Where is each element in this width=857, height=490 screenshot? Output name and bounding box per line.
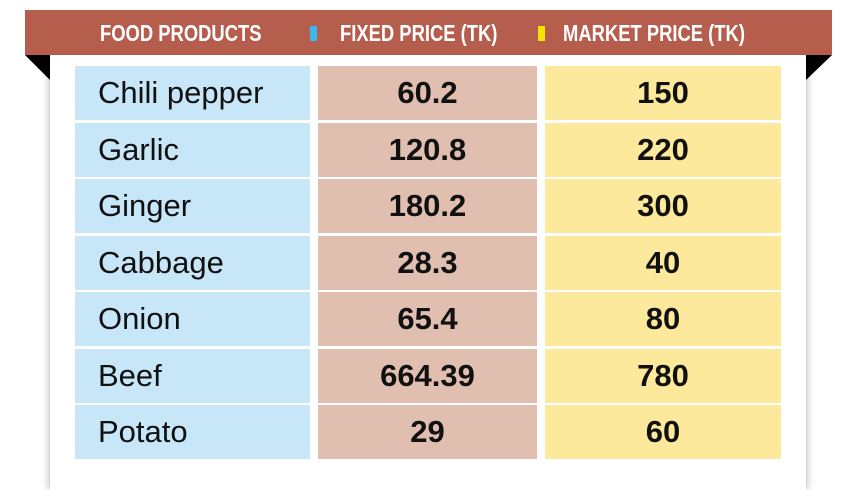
fixed-price-cell: 180.2	[318, 179, 537, 233]
fixed-price-cell: 28.3	[318, 235, 537, 290]
product-cell: Chili pepper	[75, 66, 310, 120]
product-cell: Cabbage	[75, 235, 310, 290]
fixed-price-cell: 60.2	[318, 66, 537, 120]
product-cell: Beef	[75, 348, 310, 403]
market-price-cell: 80	[545, 292, 781, 346]
market-price-cell: 60	[545, 405, 781, 459]
fixed-price-cell: 65.4	[318, 292, 537, 346]
product-cell: Ginger	[75, 179, 310, 233]
market-price-cell: 780	[545, 348, 781, 403]
market-price-cell: 220	[545, 122, 781, 177]
header-banner	[25, 10, 832, 55]
header-market-price: MARKET PRICE (TK)	[563, 20, 745, 46]
product-cell: Garlic	[75, 122, 310, 177]
ribbon-fold-right	[806, 55, 832, 80]
market-price-cell: 300	[545, 179, 781, 233]
product-cell: Potato	[75, 405, 310, 459]
fixed-price-cell: 120.8	[318, 122, 537, 177]
market-price-cell: 40	[545, 235, 781, 290]
market-price-cell: 150	[545, 66, 781, 120]
product-cell: Onion	[75, 292, 310, 346]
ribbon-fold-left	[25, 55, 50, 80]
market-price-legend-marker	[538, 26, 545, 41]
header-fixed-price: FIXED PRICE (TK)	[340, 20, 498, 46]
header-food-products: FOOD PRODUCTS	[100, 20, 262, 46]
fixed-price-cell: 664.39	[318, 348, 537, 403]
fixed-price-cell: 29	[318, 405, 537, 459]
fixed-price-legend-marker	[310, 26, 317, 41]
